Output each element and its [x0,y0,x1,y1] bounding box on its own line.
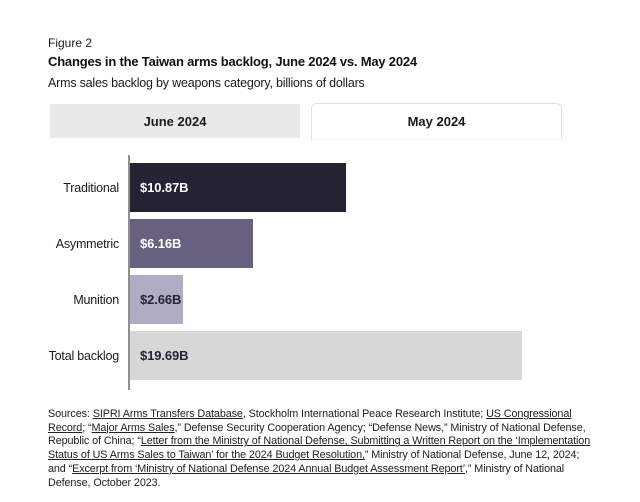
category-label: Asymmetric [55,236,119,251]
category-label: Munition [73,292,119,307]
source-text: Sources: [48,408,93,420]
y-axis-line [128,155,130,390]
bar-chart: Traditional $10.87B Asymmetric $6.16B Mu… [48,155,594,390]
tab-june-2024[interactable]: June 2024 [50,104,300,138]
tab-june-label: June 2024 [143,113,207,129]
bar-traditional: $10.87B [130,163,346,212]
bar-rows: Traditional $10.87B Asymmetric $6.16B Mu… [48,163,594,387]
chart-title: Changes in the Taiwan arms backlog, June… [48,54,417,69]
chart-subtitle: Arms sales backlog by weapons category, … [48,76,365,90]
bar-total-backlog: $19.69B [130,331,522,380]
bar-asymmetric: $6.16B [130,219,253,268]
source-text: ,” Ministry of National Defense, October… [48,462,565,489]
bar-value-label: $6.16B [140,236,182,251]
bar-value-label: $10.87B [140,180,189,195]
source-text: ” Defense Security Cooperation Agency; “… [48,421,586,448]
bar-value-label: $2.66B [140,292,182,307]
category-label: Total backlog [48,348,120,363]
bar-row-traditional: Traditional $10.87B [48,163,594,212]
period-tab-bar: June 2024 May 2024 [48,103,563,140]
bar-row-asymmetric: Asymmetric $6.16B [48,219,594,268]
sources-text: Sources: SIPRI Arms Transfers Database, … [48,408,594,490]
source-text: , Stockholm International Peace Research… [242,408,487,420]
source-link[interactable]: Major Arms Sales, [91,421,178,434]
tab-may-2024[interactable]: May 2024 [311,103,562,140]
source-link[interactable]: SIPRI Arms Transfers Database [92,408,243,420]
source-text: ” Ministry of National Defense, June 12,… [48,449,580,475]
source-link[interactable]: Excerpt from ‘Ministry of National Defen… [72,462,465,475]
source-link[interactable]: US Congressional Record [48,408,572,434]
bar-row-munition: Munition $2.66B [48,275,594,324]
figure-number: Figure 2 [48,36,93,50]
category-label: Traditional [63,180,119,195]
bar-row-total-backlog: Total backlog $19.69B [48,331,594,380]
bar-value-label: $19.69B [140,348,189,363]
bar-munition: $2.66B [130,275,183,324]
source-link[interactable]: Letter from the Ministry of National Def… [48,435,591,462]
source-text: ; “ [82,421,92,434]
tab-may-label: May 2024 [407,114,466,129]
